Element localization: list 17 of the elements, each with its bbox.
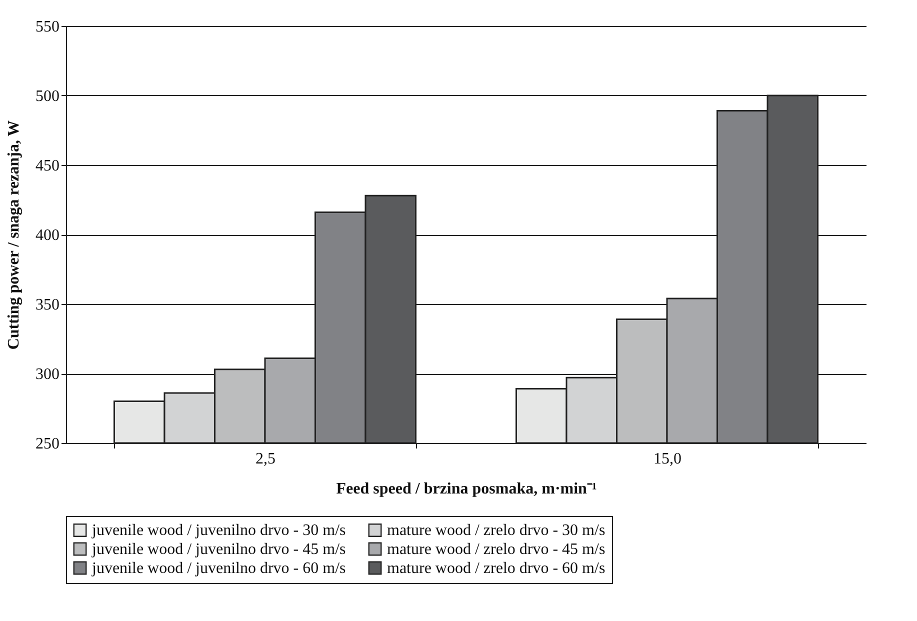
y-tick-label: 500 <box>36 88 60 105</box>
x-tick-label: 15,0 <box>654 450 682 468</box>
x-axis-title: Feed speed / brzina posmaka, m·min⁻¹ <box>336 480 597 498</box>
x-tick-label: 2,5 <box>255 450 276 468</box>
y-tick-label: 250 <box>36 436 60 452</box>
y-tick-label: 300 <box>36 366 60 383</box>
y-tick-label: 550 <box>36 18 60 36</box>
legend-label: juvenile wood / juvenilno drvo - 45 m/s <box>91 541 346 558</box>
legend-label: mature wood / zrelo drvo - 30 m/s <box>387 522 606 540</box>
y-axis-title: Cutting power / snaga rezanja, W <box>6 120 22 350</box>
legend-label: mature wood / zrelo drvo - 45 m/s <box>387 541 606 558</box>
legend-label: mature wood / zrelo drvo - 60 m/s <box>387 560 606 577</box>
y-tick-label: 400 <box>36 227 60 244</box>
legend-label: juvenile wood / juvenilno drvo - 60 m/s <box>91 560 346 577</box>
y-tick-label: 350 <box>36 296 60 314</box>
legend-label: juvenile wood / juvenilno drvo - 30 m/s <box>91 522 346 540</box>
y-tick-label: 450 <box>36 158 60 174</box>
